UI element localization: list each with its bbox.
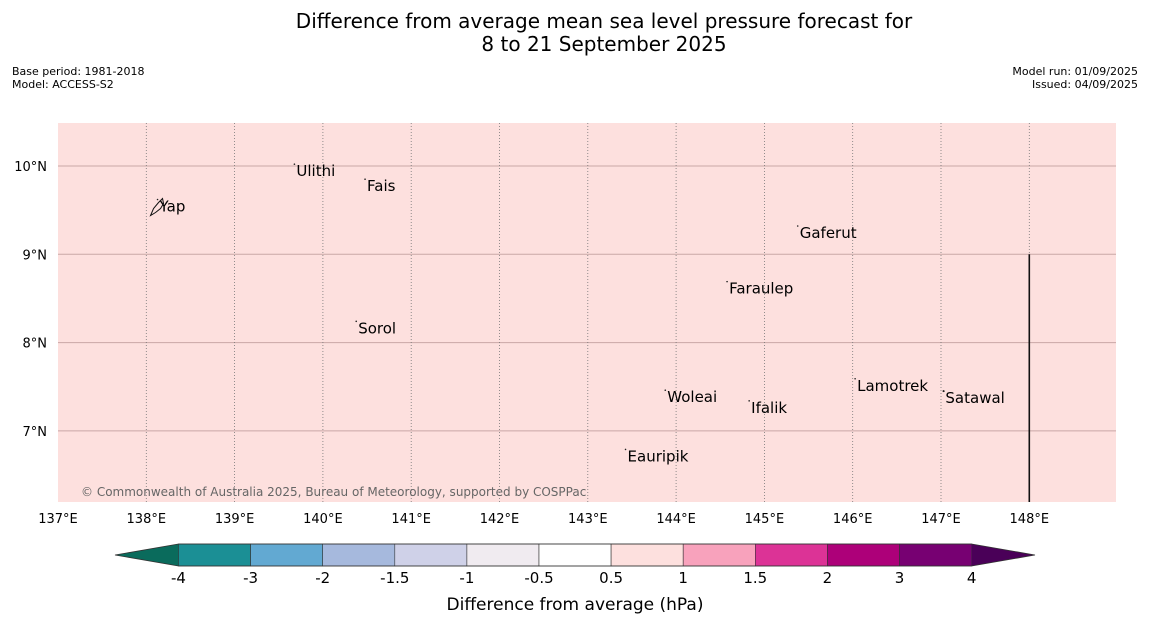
place-marker [854, 377, 856, 380]
title-line-1: Difference from average mean sea level p… [295, 9, 913, 33]
model-run: Model run: 01/09/2025 [1012, 65, 1138, 78]
lon-label: 142°E [480, 512, 520, 527]
colorbar-tick-label: 0.5 [599, 569, 623, 587]
colorbar-tick-label: -2 [315, 569, 330, 587]
colorbar-tick-label: -3 [243, 569, 258, 587]
place-marker [726, 280, 728, 283]
colorbar-tick-label: 4 [967, 569, 977, 587]
colorbar-tick-label: -4 [171, 569, 186, 587]
colorbar-tick-label: -1.5 [380, 569, 409, 587]
lon-label: 141°E [391, 512, 431, 527]
colorbar-outline [114, 543, 1036, 567]
colorbar-tick-label: 1 [678, 569, 688, 587]
lon-label: 137°E [38, 512, 78, 527]
colorbar-segment [394, 543, 468, 567]
yap-island-shape [149, 197, 165, 217]
place-marker [293, 163, 296, 165]
map-background [58, 123, 1116, 502]
colorbar-segment [178, 543, 251, 567]
model-name: Model: ACCESS-S2 [12, 78, 114, 91]
place-label: Faraulep [729, 280, 793, 298]
lon-label: 143°E [568, 512, 608, 527]
colorbar-extend-low [115, 544, 179, 566]
lon-label: 146°E [833, 512, 873, 527]
lon-label: 147°E [921, 512, 961, 527]
colorbar-tick-label: 1.5 [743, 569, 767, 587]
place-label: Yap [159, 198, 186, 216]
colorbar-segment [250, 543, 324, 567]
title-line-2: 8 to 21 September 2025 [481, 32, 727, 56]
colorbar-segment [322, 543, 396, 567]
place-label: Ulithi [296, 162, 335, 180]
place-marker [748, 400, 750, 402]
meta-right: Model run: 01/09/2025 Issued: 04/09/2025 [1012, 65, 1138, 91]
place-label: Gaferut [800, 224, 857, 242]
lon-label: 145°E [745, 512, 785, 527]
lat-label: 9°N [23, 248, 48, 263]
issued-date: Issued: 04/09/2025 [1031, 78, 1138, 91]
place-marker [156, 198, 159, 201]
copyright-text: © Commonwealth of Australia 2025, Bureau… [81, 485, 586, 499]
colorbar-segment [538, 543, 612, 567]
colorbar-segment [610, 543, 684, 567]
place-marker [796, 225, 799, 227]
base-period: Base period: 1981-2018 [12, 65, 145, 78]
colorbar-segment [899, 543, 972, 567]
meta-left: Base period: 1981-2018 Model: ACCESS-S2 [12, 65, 144, 91]
place-marker [624, 448, 627, 451]
lon-label: 138°E [127, 512, 167, 527]
colorbar-tick-label: -0.5 [524, 569, 553, 587]
colorbar-segment [754, 543, 828, 567]
place-marker [355, 320, 358, 323]
place-marker [664, 389, 667, 392]
lat-label: 7°N [23, 425, 48, 440]
place-label: Fais [367, 177, 396, 195]
colorbar-extend-high [971, 544, 1035, 566]
colorbar-title: Difference from average (hPa) [447, 595, 704, 615]
lon-label: 148°E [1010, 512, 1050, 527]
colorbar-tick-label: -1 [459, 569, 474, 587]
lat-label: 8°N [23, 337, 48, 352]
chart-title: Difference from average mean sea level p… [0, 10, 1150, 56]
colorbar-tick-label: 3 [895, 569, 905, 587]
lon-label: 140°E [303, 512, 343, 527]
colorbar-segment [466, 543, 540, 567]
colorbar-tick-label: 2 [823, 569, 833, 587]
place-label: Ifalik [751, 399, 787, 417]
island-dot [942, 390, 945, 393]
place-label: Sorol [358, 319, 396, 337]
lat-label: 10°N [14, 160, 47, 175]
colorbar-segment [827, 543, 900, 567]
colorbar-segment [682, 543, 756, 567]
lon-label: 144°E [656, 512, 696, 527]
place-label: Woleai [667, 388, 717, 406]
place-label: Satawal [945, 389, 1004, 407]
place-label: Eauripik [628, 447, 689, 465]
lon-label: 139°E [215, 512, 255, 527]
place-label: Lamotrek [857, 377, 928, 395]
place-marker [364, 178, 366, 180]
